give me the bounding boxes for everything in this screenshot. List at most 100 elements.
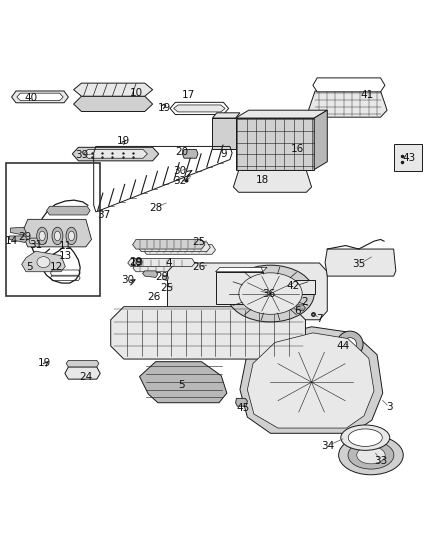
Polygon shape <box>84 149 148 158</box>
Text: 45: 45 <box>237 403 250 414</box>
Polygon shape <box>308 91 387 117</box>
Polygon shape <box>143 271 158 277</box>
Text: 35: 35 <box>352 260 365 269</box>
Text: 18: 18 <box>256 175 269 185</box>
Polygon shape <box>133 264 200 272</box>
Ellipse shape <box>39 231 45 241</box>
Ellipse shape <box>68 231 74 241</box>
Polygon shape <box>170 102 229 115</box>
Text: 28: 28 <box>149 203 162 213</box>
Polygon shape <box>247 333 374 428</box>
Text: 10: 10 <box>130 88 143 98</box>
Polygon shape <box>66 360 99 367</box>
Text: 25: 25 <box>193 238 206 247</box>
Ellipse shape <box>357 446 385 464</box>
Ellipse shape <box>255 176 290 187</box>
Text: 11: 11 <box>59 240 72 251</box>
Polygon shape <box>72 147 159 161</box>
Ellipse shape <box>37 257 50 268</box>
Polygon shape <box>143 245 215 254</box>
Polygon shape <box>10 236 28 243</box>
Polygon shape <box>313 78 385 92</box>
Polygon shape <box>133 239 205 249</box>
Text: 14: 14 <box>5 236 18 246</box>
Text: 31: 31 <box>29 240 42 249</box>
Polygon shape <box>265 280 315 294</box>
Ellipse shape <box>339 435 403 475</box>
Circle shape <box>343 338 357 351</box>
Text: 19: 19 <box>38 358 51 368</box>
Text: 36: 36 <box>263 288 276 298</box>
Text: 20: 20 <box>175 147 188 157</box>
Text: 37: 37 <box>97 210 110 220</box>
Polygon shape <box>182 149 198 158</box>
Polygon shape <box>173 105 225 112</box>
Text: 19: 19 <box>129 258 143 268</box>
Text: 43: 43 <box>402 153 416 163</box>
Text: 3: 3 <box>386 402 392 412</box>
Polygon shape <box>22 220 92 247</box>
Text: 25: 25 <box>160 284 173 293</box>
Polygon shape <box>74 96 152 111</box>
Text: 39: 39 <box>75 150 88 160</box>
Polygon shape <box>138 242 210 252</box>
Text: 40: 40 <box>25 93 38 103</box>
Polygon shape <box>12 91 68 103</box>
Ellipse shape <box>66 227 77 245</box>
Text: 19: 19 <box>117 136 130 146</box>
Text: 13: 13 <box>59 252 72 262</box>
Text: 5: 5 <box>26 262 32 271</box>
Ellipse shape <box>54 231 60 241</box>
Text: 33: 33 <box>374 456 387 466</box>
Text: 34: 34 <box>321 440 335 450</box>
Text: 29: 29 <box>129 257 143 267</box>
Text: 29: 29 <box>18 232 32 242</box>
Polygon shape <box>21 251 65 272</box>
Ellipse shape <box>248 174 296 189</box>
Polygon shape <box>297 305 305 311</box>
Polygon shape <box>233 171 311 192</box>
Text: 30: 30 <box>121 276 134 286</box>
Polygon shape <box>215 272 263 304</box>
Text: 32: 32 <box>173 176 186 187</box>
Polygon shape <box>236 110 327 118</box>
Ellipse shape <box>341 425 390 450</box>
Polygon shape <box>236 118 314 169</box>
Text: 26: 26 <box>147 292 160 302</box>
Text: 26: 26 <box>193 262 206 272</box>
Polygon shape <box>65 367 100 379</box>
Text: 5: 5 <box>179 380 185 390</box>
Text: 41: 41 <box>361 90 374 100</box>
Polygon shape <box>240 327 383 433</box>
Polygon shape <box>111 306 305 359</box>
Polygon shape <box>17 93 63 101</box>
Text: 30: 30 <box>173 166 186 176</box>
Text: 44: 44 <box>337 341 350 351</box>
Text: 6: 6 <box>294 306 301 316</box>
Polygon shape <box>167 263 327 320</box>
FancyBboxPatch shape <box>394 144 422 171</box>
Ellipse shape <box>348 441 394 469</box>
Polygon shape <box>314 110 327 169</box>
Text: 16: 16 <box>291 144 304 155</box>
Polygon shape <box>212 113 240 118</box>
Polygon shape <box>325 249 396 276</box>
Text: 7: 7 <box>316 314 323 324</box>
Polygon shape <box>140 362 227 403</box>
Text: 24: 24 <box>79 372 92 382</box>
Text: 9: 9 <box>220 149 227 159</box>
Text: 42: 42 <box>286 281 300 291</box>
Polygon shape <box>46 206 90 215</box>
Circle shape <box>337 331 363 357</box>
Ellipse shape <box>37 227 48 245</box>
Polygon shape <box>136 259 142 265</box>
Text: 12: 12 <box>50 262 63 272</box>
Text: 4: 4 <box>166 258 172 268</box>
Polygon shape <box>215 268 267 272</box>
Polygon shape <box>236 398 247 406</box>
Ellipse shape <box>348 429 382 446</box>
Polygon shape <box>11 227 26 235</box>
Text: 19: 19 <box>158 103 171 114</box>
Polygon shape <box>162 275 168 280</box>
Text: 17: 17 <box>182 90 195 100</box>
